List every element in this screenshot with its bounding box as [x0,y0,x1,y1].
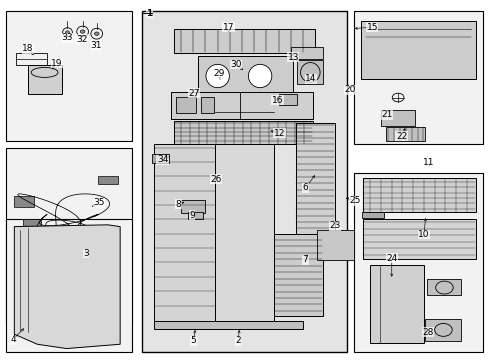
Text: 33: 33 [61,33,73,42]
Text: 14: 14 [305,75,316,84]
Bar [152,154,168,163]
Bar [5,12,132,140]
Text: 34: 34 [157,155,168,164]
Text: 6: 6 [302,183,308,192]
Text: 20: 20 [344,85,355,94]
Bar [181,200,205,213]
Bar [316,230,353,260]
Bar [278,94,297,105]
Bar [154,320,303,329]
Text: 24: 24 [386,254,397,263]
Bar [424,319,461,341]
Bar [5,148,132,323]
Bar [142,12,346,352]
Text: 21: 21 [381,110,392,119]
Bar [290,47,322,59]
Bar [380,110,414,126]
Text: 12: 12 [273,129,285,138]
Bar [154,144,215,323]
Text: 2: 2 [235,336,241,345]
Text: 9: 9 [188,211,194,220]
Bar [16,53,47,65]
Bar [360,22,475,79]
Text: 8: 8 [176,200,181,209]
Text: 27: 27 [188,89,200,98]
Text: 17: 17 [222,23,234,32]
Bar [14,196,34,207]
Bar [5,220,132,352]
Text: 19: 19 [51,59,62,68]
Text: 29: 29 [213,69,224,78]
Text: 23: 23 [329,221,340,230]
Bar [173,121,312,144]
Ellipse shape [205,64,229,87]
Text: 31: 31 [90,41,102,50]
Text: 18: 18 [22,44,34,53]
Bar [173,30,315,53]
Bar [353,12,483,144]
Bar [98,176,118,184]
Bar [176,97,195,113]
Bar [200,97,214,113]
Circle shape [94,32,99,35]
Bar [295,123,334,234]
Text: 5: 5 [190,336,196,345]
Bar [353,173,483,352]
Text: 25: 25 [349,196,360,205]
Text: 10: 10 [417,230,429,239]
Bar [361,212,383,218]
Circle shape [65,31,69,34]
Text: 22: 22 [395,132,407,141]
Bar [369,265,423,343]
Text: 3: 3 [83,249,89,258]
Text: 16: 16 [271,96,283,105]
Text: 13: 13 [287,53,298,62]
Text: 7: 7 [302,255,308,264]
Bar [385,127,424,141]
Bar [297,59,323,84]
Bar [79,241,108,252]
Text: 1: 1 [146,9,152,18]
Text: 28: 28 [421,328,433,337]
Bar [28,65,61,94]
Polygon shape [14,225,120,348]
Text: 4: 4 [10,335,16,344]
Circle shape [80,30,85,33]
Text: 15: 15 [366,23,377,32]
Bar [188,212,203,220]
Ellipse shape [248,64,271,87]
Bar [362,220,475,259]
Bar [215,144,273,323]
Text: 11: 11 [422,158,434,167]
Bar [198,56,293,95]
Text: 26: 26 [210,175,222,184]
Bar [362,178,475,212]
Bar [427,279,461,296]
Text: 35: 35 [93,198,105,207]
Bar [171,92,312,119]
Text: 32: 32 [76,35,87,44]
Text: 30: 30 [229,60,241,69]
Bar [273,234,322,316]
Bar [22,220,41,228]
